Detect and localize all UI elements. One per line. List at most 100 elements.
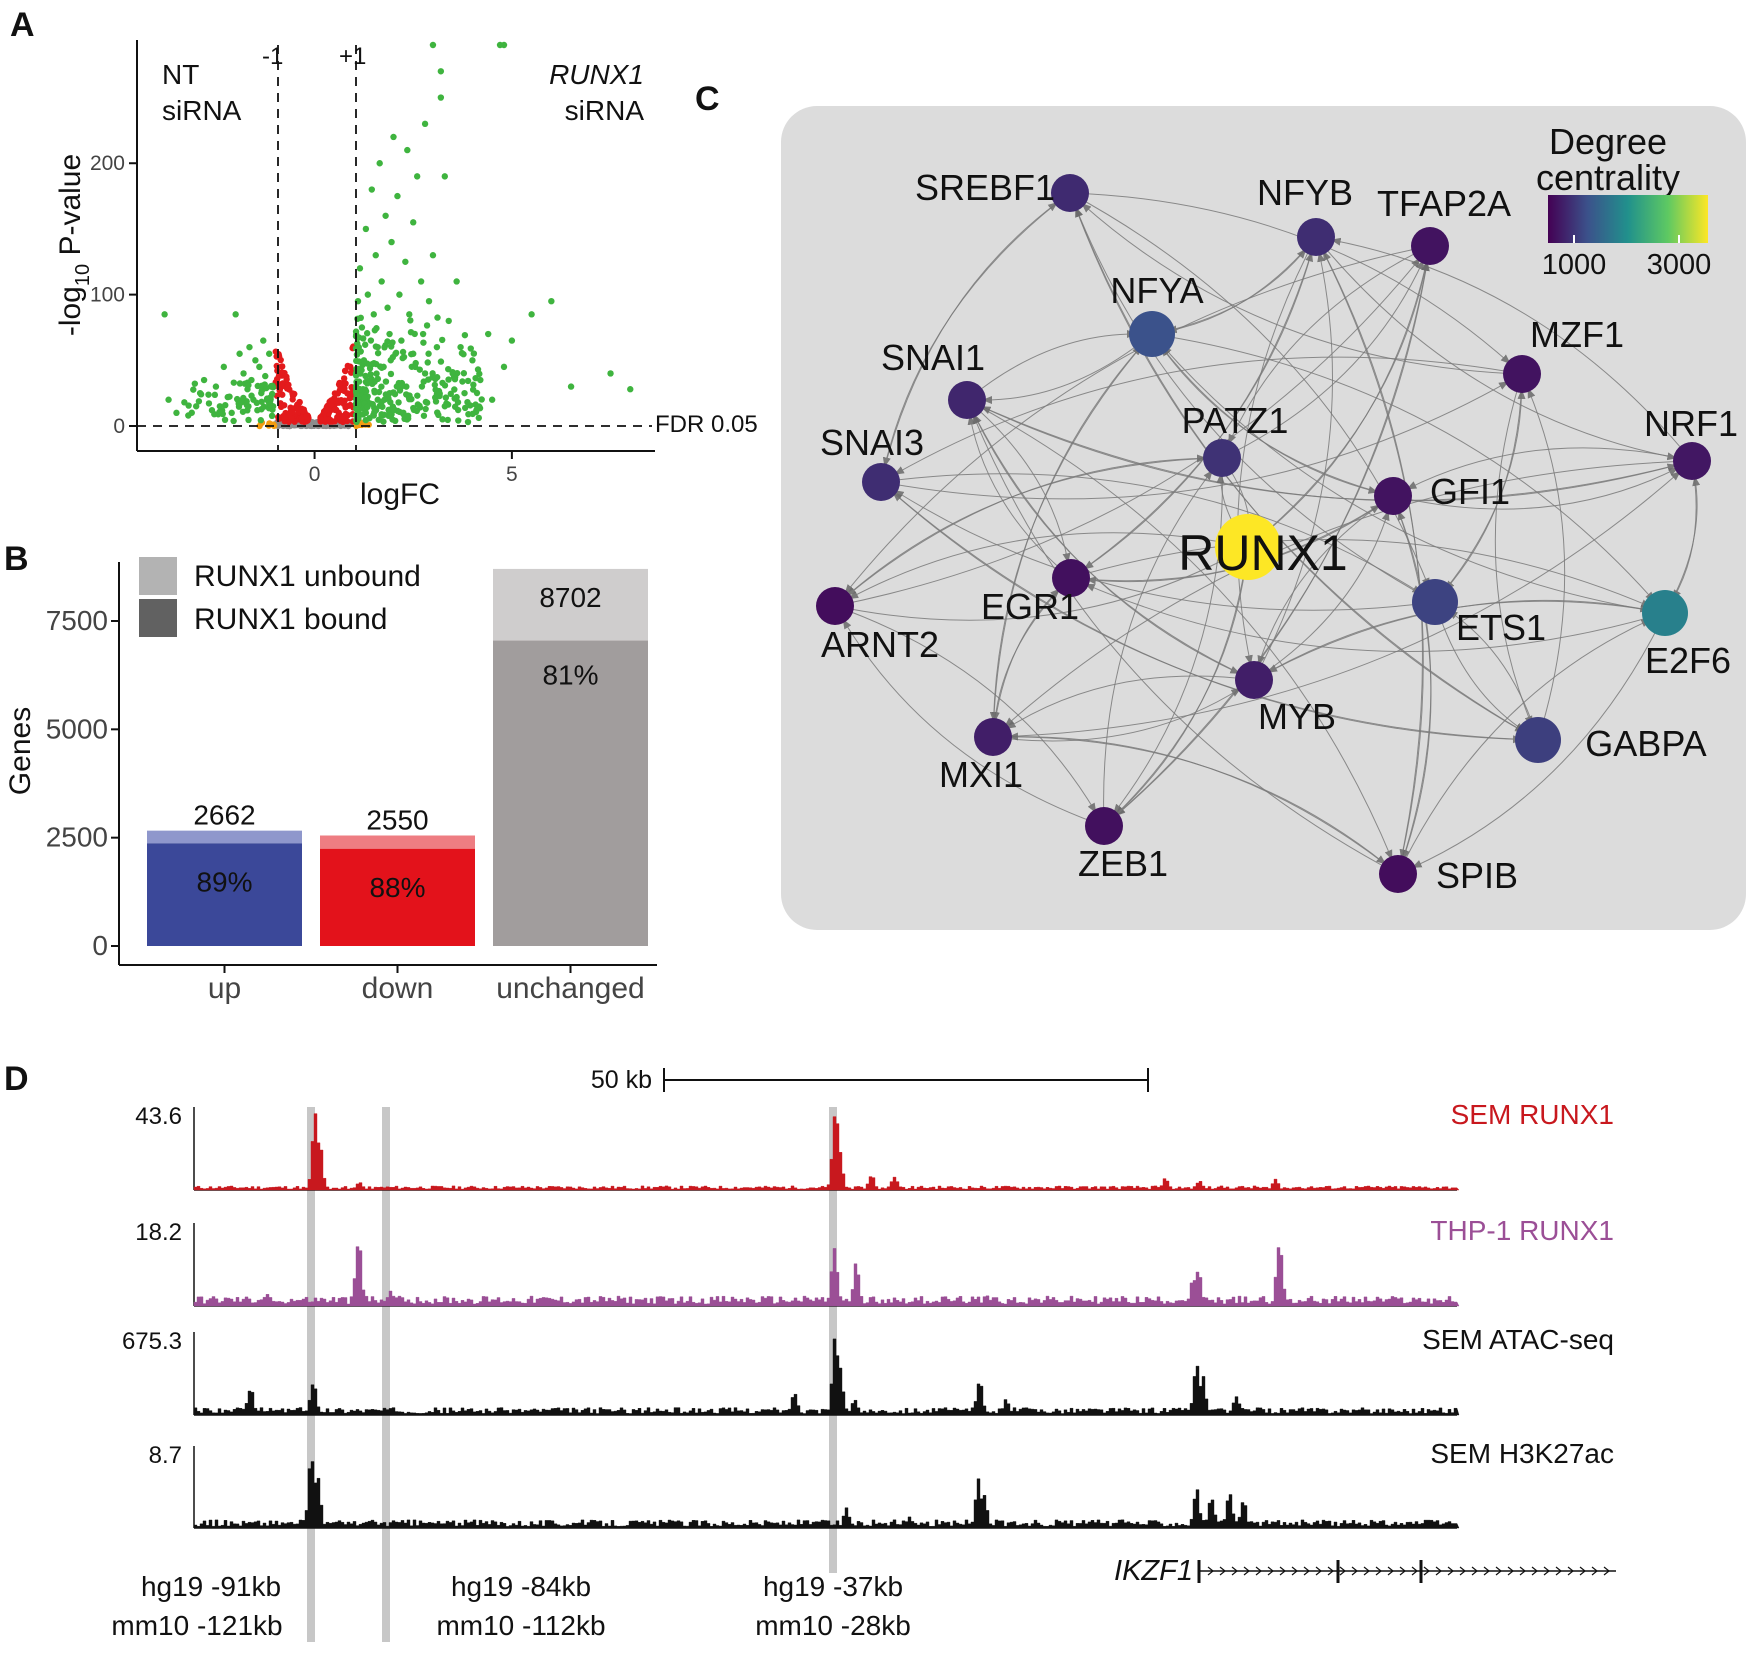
volcano-point-significant-fc <box>367 371 374 378</box>
panel-label-c: C <box>695 80 720 118</box>
volcano-point-significant <box>288 409 296 416</box>
volcano-point <box>362 225 370 233</box>
volcano-point <box>388 238 395 246</box>
nt-sirna-label-2: siRNA <box>162 95 242 126</box>
volcano-point-significant-fc <box>459 378 466 385</box>
node-label-runx1: RUNX1 <box>1178 525 1347 581</box>
network-edge <box>1397 510 1432 875</box>
volcano-point <box>232 311 239 318</box>
network-edge <box>1237 236 1317 666</box>
volcano-point-significant-fc <box>369 400 376 408</box>
network-edge <box>1103 469 1213 827</box>
volcano-point-significant-fc <box>424 359 431 366</box>
volcano-point-significant <box>347 369 355 376</box>
track-max-label: 8.7 <box>149 1442 182 1469</box>
volcano-point-significant <box>342 404 349 411</box>
node-snai3 <box>862 463 900 501</box>
node-label-zeb1: ZEB1 <box>1078 843 1168 884</box>
volcano-point <box>500 363 508 371</box>
volcano-point-significant-fc <box>439 416 446 423</box>
volcano-point <box>228 409 235 417</box>
volcano-point <box>433 343 441 351</box>
volcano-point-significant <box>328 397 335 404</box>
volcano-point-significant-fc <box>474 366 482 373</box>
volcano-point <box>196 389 204 397</box>
volcano-point <box>240 370 247 377</box>
volcano-point-significant-fc <box>418 383 426 390</box>
volcano-point <box>374 343 381 351</box>
panel-label-b: B <box>4 540 29 578</box>
gene-strand-arrow <box>1219 1566 1226 1576</box>
network-edge <box>1081 202 1523 375</box>
volcano-point-significant <box>284 383 291 391</box>
volcano-point-significant <box>335 381 343 388</box>
volcano-point <box>392 350 399 357</box>
volcano-point-significant-fc <box>478 396 485 403</box>
volcano-point <box>384 304 391 311</box>
volcano-point-significant <box>339 413 346 420</box>
volcano-point-significant-fc <box>364 403 371 411</box>
volcano-point-significant-fc <box>467 345 474 352</box>
bar-total-label: 2550 <box>366 805 428 836</box>
volcano-point-significant <box>275 353 283 360</box>
gene-strand-arrow <box>1603 1566 1610 1576</box>
volcano-point <box>366 376 374 384</box>
runx1-sirna-label-1: RUNX1 <box>549 59 644 90</box>
volcano-point-significant-fc <box>470 381 477 388</box>
volcano-point-significant-fc <box>378 411 385 418</box>
network-edge <box>992 470 1681 738</box>
panel-label-a: A <box>10 6 35 44</box>
gene-strand-arrow <box>1399 1566 1406 1576</box>
node-zeb1 <box>1085 807 1123 845</box>
node-ets1 <box>1412 579 1458 625</box>
track-signal <box>193 1246 1460 1307</box>
volcano-point <box>262 372 269 380</box>
volcano-point-significant-fc <box>410 406 418 414</box>
gene-strand-arrow <box>1483 1566 1490 1576</box>
genome-tracks: 50 kb 43.6 SEM RUNX1 18.2 THP-1 RUNX1 675.3 S… <box>111 1066 1616 1642</box>
volcano-point <box>441 173 448 180</box>
bar-y-title: Genes <box>4 707 37 795</box>
volcano-point-significant-fc <box>445 376 452 383</box>
gene-strand-arrow <box>1447 1566 1454 1576</box>
bar-bound-up <box>147 843 302 946</box>
track-name: SEM RUNX1 <box>1451 1099 1614 1130</box>
network-edge <box>980 406 1693 501</box>
network-edge <box>1247 260 1429 548</box>
volcano-point <box>267 383 275 390</box>
network-edge <box>1075 207 1539 741</box>
volcano-point-significant-fc <box>407 317 414 324</box>
volcano-point <box>528 311 535 318</box>
network-edge <box>834 454 1207 607</box>
volcano-point <box>161 311 168 318</box>
bar-percent-label: 88% <box>369 872 425 903</box>
volcano-point-significant <box>320 408 328 415</box>
volcano-point <box>370 412 377 419</box>
network-edge <box>1494 373 1533 727</box>
volcano-point-significant-fc <box>355 378 363 385</box>
volcano-point-significant <box>296 398 303 406</box>
volcano-point-significant-fc <box>399 354 406 362</box>
network-edge <box>1070 251 1313 579</box>
volcano-point-significant-fc <box>380 418 387 425</box>
volcano-point <box>356 265 364 272</box>
track-signal <box>193 1461 1460 1529</box>
network-edge <box>844 245 1431 595</box>
legend-label-bound: RUNX1 bound <box>194 603 387 636</box>
track-max-label: 675.3 <box>122 1328 182 1355</box>
track-max-label: 43.6 <box>135 1103 182 1130</box>
volcano-point-significant <box>303 413 310 420</box>
network-edge <box>848 532 1249 599</box>
volcano-point-significant-fc <box>444 416 451 424</box>
volcano-point-significant-fc <box>464 398 471 406</box>
gene-strand-arrow <box>1351 1566 1358 1576</box>
node-label-myb: MYB <box>1258 696 1336 737</box>
volcano-point <box>449 370 456 377</box>
bar-percent-label: 89% <box>196 866 252 897</box>
node-label-nrf1: NRF1 <box>1644 403 1738 444</box>
volcano-point-significant-fc <box>460 351 467 358</box>
volcano-point <box>246 343 253 351</box>
gene-strand-arrow <box>1459 1566 1466 1576</box>
node-label-e2f6: E2F6 <box>1645 640 1731 681</box>
volcano-point <box>410 219 417 226</box>
